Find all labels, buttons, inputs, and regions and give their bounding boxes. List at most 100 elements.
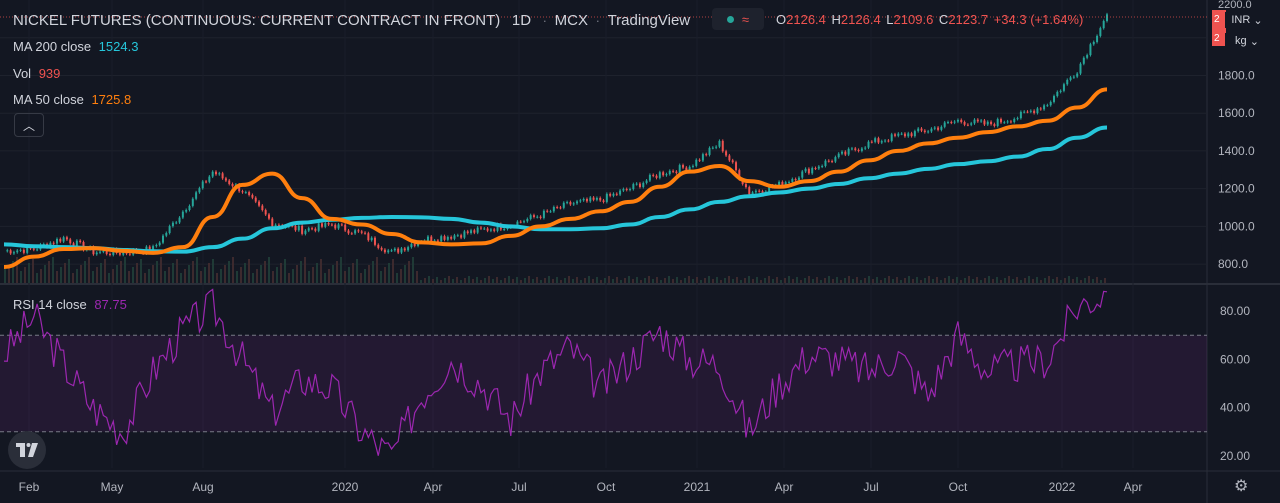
- tradingview-logo[interactable]: [8, 431, 46, 469]
- legend-vol[interactable]: Vol 939: [13, 66, 60, 81]
- candle-body: [387, 250, 390, 253]
- tradingview-logo-mark: [16, 443, 38, 457]
- chevron-up-icon[interactable]: ︿: [14, 113, 44, 137]
- exchange-label: MCX: [554, 12, 588, 29]
- legend-ma200[interactable]: MA 200 close 1524.3: [13, 39, 138, 54]
- volume-bar: [904, 278, 906, 283]
- candle-body: [320, 223, 323, 227]
- price-candle: [576, 199, 579, 205]
- candle-body: [347, 230, 350, 234]
- candle-body: [854, 148, 857, 150]
- price-tick-label-top: 2200.0: [1218, 0, 1252, 11]
- price-candle: [940, 125, 943, 132]
- candle-body: [171, 222, 174, 227]
- volume-bar: [344, 271, 346, 283]
- price-candle: [841, 150, 844, 156]
- candle-body: [592, 197, 595, 200]
- candle-body: [241, 191, 244, 193]
- time-tick-label: Aug: [192, 480, 213, 494]
- symbol-title[interactable]: NICKEL FUTURES (CONTINUOUS: CURRENT CONT…: [13, 12, 501, 29]
- price-candle: [648, 173, 651, 183]
- price-candle: [271, 217, 274, 228]
- candle-body: [933, 127, 936, 129]
- candle-body: [440, 236, 443, 242]
- price-candle: [264, 208, 267, 216]
- volume-bar: [788, 276, 790, 283]
- price-candle: [605, 192, 608, 204]
- price-candle: [1066, 78, 1069, 86]
- price-candle: [629, 187, 632, 192]
- price-candle: [983, 118, 986, 126]
- volume-bar: [116, 265, 118, 283]
- price-candle: [695, 158, 698, 168]
- price-candle: [986, 120, 989, 126]
- candle-body: [201, 181, 204, 189]
- volume-bar: [236, 271, 238, 283]
- time-tick-label: Oct: [597, 480, 616, 494]
- volume-bar: [572, 279, 574, 283]
- legend-ma50[interactable]: MA 50 close 1725.8: [13, 92, 131, 107]
- currency-selector[interactable]: INR ⌄: [1225, 12, 1269, 28]
- candle-body: [831, 161, 834, 163]
- gear-icon[interactable]: ⚙: [1234, 478, 1249, 495]
- volume-bar: [580, 280, 582, 283]
- candle-body: [735, 162, 738, 171]
- candle-body: [118, 253, 121, 255]
- candle-body: [1043, 105, 1046, 110]
- candle-body: [267, 214, 270, 219]
- price-candle: [201, 179, 204, 190]
- volume-bar: [192, 261, 194, 283]
- volume-bar: [780, 280, 782, 283]
- volume-bar: [4, 269, 6, 283]
- candle-body: [913, 131, 916, 137]
- volume-bar: [1076, 277, 1078, 283]
- price-candle: [698, 158, 701, 163]
- candle-body: [102, 250, 105, 252]
- market-status-icon[interactable]: ≈: [712, 8, 764, 30]
- candle-body: [1066, 79, 1069, 85]
- volume-bar: [888, 276, 890, 283]
- candle-body: [880, 141, 883, 143]
- time-tick-label: 2020: [332, 480, 359, 494]
- candle-body: [403, 248, 406, 251]
- price-candle: [854, 146, 857, 152]
- price-candle: [758, 189, 761, 193]
- price-candle: [887, 139, 890, 143]
- interval-label[interactable]: 1D: [511, 12, 532, 29]
- candle-body: [910, 133, 913, 137]
- price-candle: [473, 228, 476, 235]
- candle-body: [446, 236, 449, 240]
- price-candle: [976, 118, 979, 123]
- price-candle: [254, 196, 257, 204]
- source-label: TradingView: [607, 12, 691, 29]
- volume-bar: [680, 280, 682, 283]
- price-candle: [65, 235, 68, 241]
- price-candle: [1096, 34, 1099, 44]
- volume-bar: [168, 267, 170, 283]
- price-candle: [645, 179, 648, 185]
- volume-bar: [720, 280, 722, 283]
- price-candle: [324, 221, 327, 229]
- volume-bar: [592, 279, 594, 283]
- volume-bar: [448, 276, 450, 283]
- candle-body: [523, 221, 526, 223]
- volume-bar: [84, 261, 86, 283]
- volume-bar: [940, 280, 942, 283]
- candle-body: [228, 180, 231, 184]
- price-candle: [1013, 117, 1016, 124]
- price-candle: [579, 198, 582, 203]
- candle-body: [966, 124, 969, 126]
- price-candle: [913, 129, 916, 138]
- price-candle: [668, 169, 671, 176]
- volume-bar: [864, 278, 866, 283]
- candle-body: [956, 119, 959, 122]
- price-candle: [224, 176, 227, 183]
- volume-bar: [1048, 276, 1050, 283]
- candle-body: [917, 128, 920, 132]
- volume-bar: [608, 276, 610, 283]
- volume-bar: [628, 276, 630, 283]
- legend-rsi[interactable]: RSI 14 close 87.75: [13, 297, 127, 312]
- unit-selector[interactable]: kg ⌄: [1225, 33, 1269, 49]
- price-candle: [251, 193, 254, 200]
